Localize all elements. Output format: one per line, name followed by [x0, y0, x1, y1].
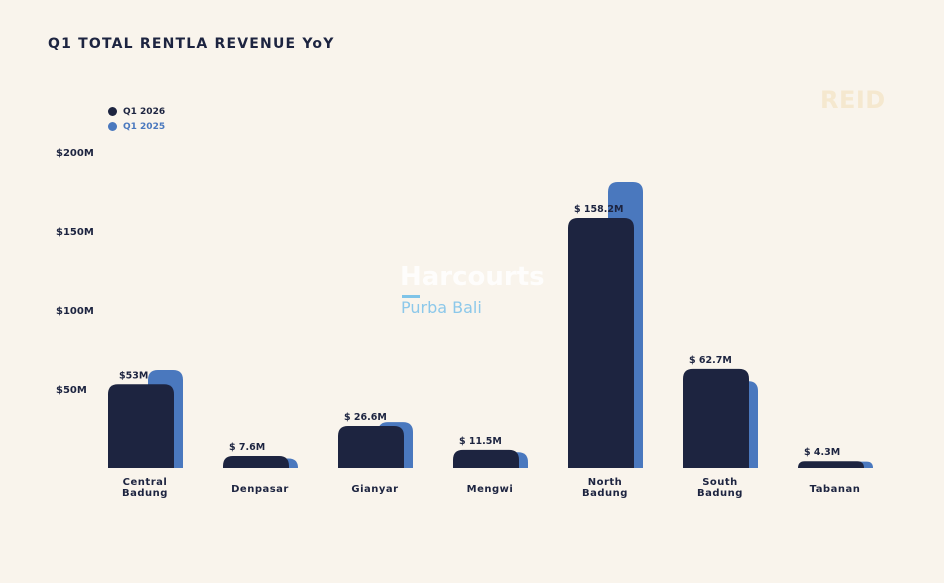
category-label: Gianyar: [351, 484, 398, 495]
data-label: $ 62.7M: [689, 355, 732, 366]
category-label: Denpasar: [231, 484, 289, 495]
data-label: $ 26.6M: [344, 412, 387, 423]
data-label: $ 7.6M: [229, 442, 265, 453]
legend-label-q1-2026: Q1 2026: [123, 106, 166, 117]
category-label: Badung: [582, 488, 628, 499]
reid-watermark: REID: [820, 86, 886, 114]
y-tick-label: $200M: [56, 148, 94, 159]
data-label: $ 4.3M: [804, 447, 840, 458]
bar-q1-2026: [683, 368, 749, 468]
legend-swatch-q1-2026: [108, 107, 117, 116]
category-label: South: [702, 477, 738, 488]
data-label: $53M: [119, 370, 148, 381]
harcourts-watermark-bar: [402, 295, 420, 298]
y-tick-label: $50M: [56, 385, 87, 396]
category-label: North: [588, 477, 623, 488]
harcourts-watermark: Harcourts: [400, 262, 545, 292]
bar-q1-2026: [798, 461, 864, 468]
legend-label-q1-2025: Q1 2025: [123, 121, 166, 132]
legend-swatch-q1-2025: [108, 122, 117, 131]
chart-title: Q1 TOTAL RENTLA REVENUE YoY: [48, 36, 335, 52]
bar-q1-2026: [338, 425, 404, 468]
legend-item-q1-2025: Q1 2025: [108, 119, 165, 134]
data-label: $ 158.2M: [574, 204, 623, 215]
bar-q1-2026: [108, 384, 174, 468]
category-label: Tabanan: [810, 484, 861, 495]
data-label: $ 11.5M: [459, 436, 502, 447]
category-label: Mengwi: [467, 484, 514, 495]
purba-bali-watermark: Purba Bali: [401, 298, 482, 317]
y-tick-label: $150M: [56, 227, 94, 238]
bar-q1-2026: [223, 455, 289, 468]
y-tick-label: $100M: [56, 306, 94, 317]
legend: Q1 2026 Q1 2025: [108, 104, 165, 134]
category-label: Badung: [697, 488, 743, 499]
legend-item-q1-2026: Q1 2026: [108, 104, 165, 119]
bar-q1-2026: [568, 218, 634, 468]
category-label: Central: [123, 477, 168, 488]
bar-q1-2026: [453, 449, 519, 468]
category-label: Badung: [122, 488, 168, 499]
